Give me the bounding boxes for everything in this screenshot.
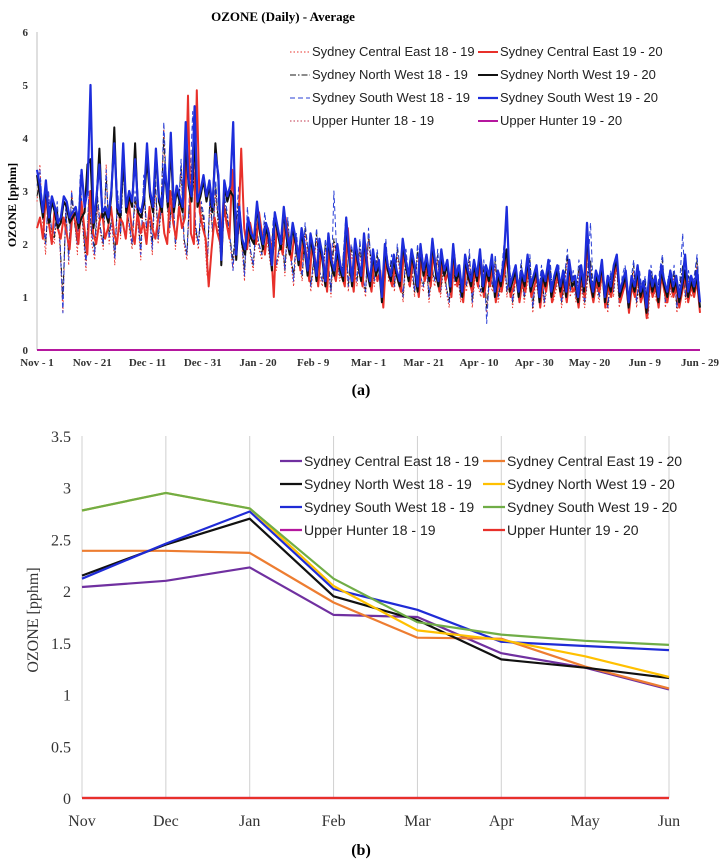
panel-b-legend-label-upper-hunter-18-19: Upper Hunter 18 - 19 [304, 522, 436, 538]
panel-b-legend: Sydney Central East 18 - 19 Sydney Centra… [280, 453, 682, 538]
panel-a-legend-label-sydney-north-west-18-19: Sydney North West 18 - 19 [312, 67, 468, 82]
panel-b-y-tick-label: 3 [63, 481, 71, 498]
panel-b-y-tick-label: 2 [63, 584, 71, 601]
panel-b-legend-label-sydney-north-west-19-20: Sydney North West 19 - 20 [507, 476, 675, 492]
panel-a-y-tick-label: 2 [23, 239, 29, 251]
panel-a-y-tick-label: 4 [23, 133, 29, 145]
panel-b-y-tick-label: 2.5 [51, 532, 71, 549]
panel-a-series-line-sydney-south-west-19-20 [35, 83, 702, 309]
panel-b-series-line-sydney-central-east-19-20 [82, 549, 670, 690]
panel-a-y-tick-label: 5 [23, 80, 29, 92]
panel-a-legend-label-sydney-south-west-19-20: Sydney South West 19 - 20 [500, 90, 658, 105]
panel-a-y-tick-label: 0 [23, 345, 29, 357]
panel-a-x-tick-label: Dec - 11 [129, 357, 166, 369]
panel-a-legend-label-upper-hunter-18-19: Upper Hunter 18 - 19 [312, 113, 434, 128]
panel-b-x-tick-label: Dec [153, 813, 179, 830]
panel-a-legend-label-upper-hunter-19-20: Upper Hunter 19 - 20 [500, 113, 622, 128]
panel-a-x-tick-label: Nov - 1 [20, 357, 54, 369]
panel-a-y-axis-label: OZONE [pphm] [5, 163, 19, 247]
panel-b-series-line-sydney-central-east-18-19 [81, 566, 670, 691]
panel-a-x-tick-label: Jun - 9 [629, 357, 662, 369]
panel-b-x-tick-label: Feb [322, 813, 346, 830]
panel-a-caption: (a) [352, 382, 371, 399]
panel-a-x-tick-label: May - 20 [569, 357, 611, 369]
panel-a-x-tick-label: Apr - 30 [515, 357, 554, 369]
panel-b-x-tick-label: Jan [239, 813, 260, 830]
panel-a-y-tick-label: 3 [23, 186, 29, 198]
panel-a-x-tick-label: Apr - 10 [460, 357, 499, 369]
panel-b-legend-label-sydney-south-west-18-19: Sydney South West 18 - 19 [304, 499, 474, 515]
panel-b-series-line-sydney-north-west-19-20 [81, 491, 670, 679]
panel-b-y-tick-label: 0.5 [51, 739, 71, 756]
panel-a-x-tick-label: Dec - 31 [184, 357, 222, 369]
panel-a-y-tick-label: 1 [23, 292, 29, 304]
panel-a-legend-label-sydney-north-west-19-20: Sydney North West 19 - 20 [500, 67, 656, 82]
panel-b-legend-label-sydney-central-east-19-20: Sydney Central East 19 - 20 [507, 453, 682, 469]
panel-a-legend: Sydney Central East 18 - 19 Sydney Centra… [290, 44, 663, 128]
panel-b-legend-label-upper-hunter-19-20: Upper Hunter 19 - 20 [507, 522, 639, 538]
panel-b-legend-label-sydney-north-west-18-19: Sydney North West 18 - 19 [304, 476, 472, 492]
panel-b-y-tick-label: 1 [63, 688, 71, 705]
panel-b-legend-label-sydney-central-east-18-19: Sydney Central East 18 - 19 [304, 453, 479, 469]
panel-b-x-tick-label: May [570, 813, 599, 830]
panel-a-chart: OZONE (Daily) - Average OZONE [pphm] 0 1 2… [5, 9, 719, 399]
panel-a-title: OZONE (Daily) - Average [211, 9, 355, 24]
panel-a-legend-label-sydney-central-east-19-20: Sydney Central East 19 - 20 [500, 44, 663, 59]
panel-b-x-tick-label: Mar [404, 813, 431, 830]
panel-a-x-tick-label: Mar - 1 [351, 357, 386, 369]
panel-b-series-line-sydney-south-west-19-20 [81, 491, 670, 646]
panel-b-y-tick-label: 3.5 [51, 429, 71, 446]
panel-a-x-tick-label: Mar - 21 [403, 357, 444, 369]
panel-a-series-lines [35, 83, 702, 351]
panel-b-legend-label-sydney-south-west-19-20: Sydney South West 19 - 20 [507, 499, 677, 515]
panel-b-y-tick-label: 0 [63, 791, 71, 808]
panel-a-legend-label-sydney-south-west-18-19: Sydney South West 18 - 19 [312, 90, 470, 105]
panel-b-chart: OZONE [pphm] 0 0.5 1 1.5 2 2.5 3 3.5 Nov Dec Jan Fe… [25, 429, 682, 859]
panel-b-y-axis-label: OZONE [pphm] [25, 567, 42, 672]
panel-a-x-tick-label: Jun - 29 [681, 357, 719, 369]
panel-b-caption: (b) [351, 842, 371, 859]
panel-b-x-tick-label: Jun [658, 813, 680, 830]
panel-b-y-tick-label: 1.5 [51, 636, 71, 653]
panel-a-axes: 0 1 2 3 4 5 6 Nov - 1 Nov - 21 Dec - 11 Dec - 31 Ja… [20, 27, 719, 369]
panel-b-x-tick-label: Nov [68, 813, 96, 830]
panel-a-legend-label-sydney-central-east-18-19: Sydney Central East 18 - 19 [312, 44, 475, 59]
panel-a-y-tick-label: 6 [23, 27, 29, 39]
panel-b-series-lines [81, 491, 670, 800]
panel-a-x-tick-label: Feb - 9 [297, 357, 330, 369]
panel-b-x-tick-label: Apr [489, 813, 515, 830]
panel-a-x-tick-label: Jan - 20 [239, 357, 277, 369]
panel-a-x-tick-label: Nov - 21 [73, 357, 112, 369]
